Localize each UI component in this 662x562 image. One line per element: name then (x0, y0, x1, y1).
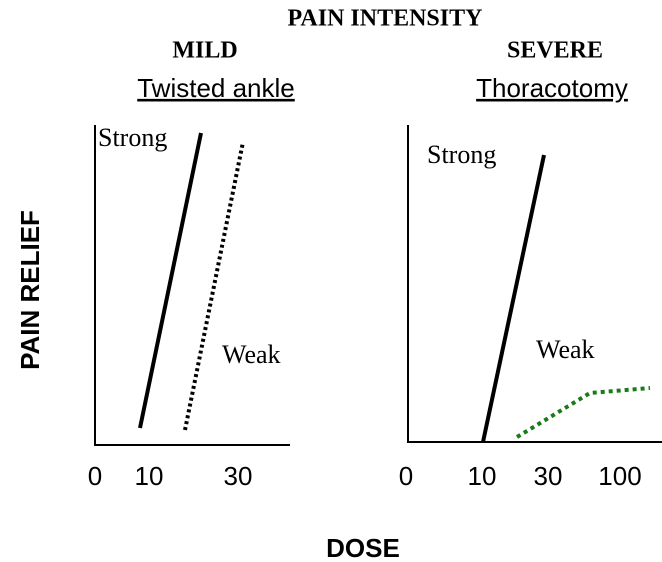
weak-label: Weak (222, 340, 281, 369)
tick-label: 0 (399, 461, 413, 491)
tick-label: 0 (88, 461, 102, 491)
y-axis-label: PAIN RELIEF (15, 210, 45, 370)
weak-line (515, 386, 651, 439)
tick-label: 10 (468, 461, 497, 491)
weak-line (183, 141, 245, 431)
panel-heading: MILD (172, 38, 237, 64)
strong-line (481, 154, 546, 443)
panel-heading: SEVERE (507, 38, 603, 64)
weak-label: Weak (536, 335, 595, 364)
strong-line (138, 132, 203, 429)
panel-subheading: Twisted ankle (137, 73, 295, 103)
strong-label: Strong (98, 123, 167, 152)
panel-subheading: Thoracotomy (476, 73, 628, 103)
tick-label: 30 (224, 461, 253, 491)
tick-label: 10 (135, 461, 164, 491)
tick-label: 30 (534, 461, 563, 491)
x-axis-label: DOSE (326, 533, 400, 562)
title: PAIN INTENSITY (288, 6, 483, 32)
strong-label: Strong (427, 140, 496, 169)
tick-label: 100 (598, 461, 641, 491)
